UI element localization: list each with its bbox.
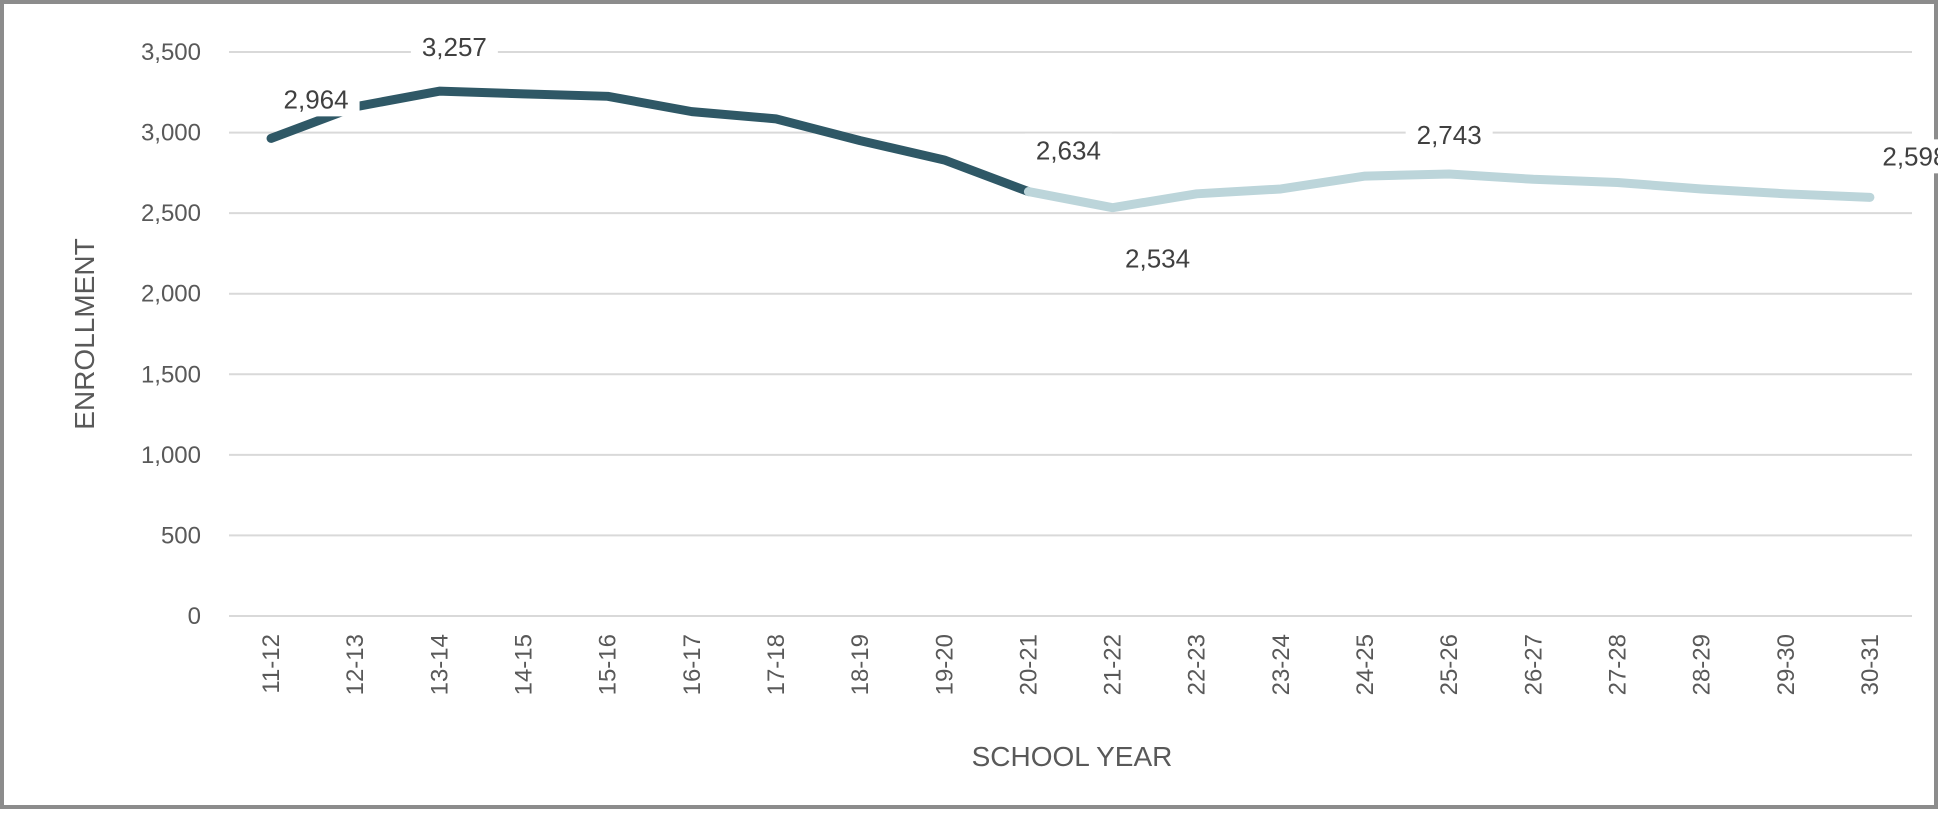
x-tick-label: 22-23 xyxy=(1184,634,1211,695)
y-tick-label: 1,000 xyxy=(141,442,201,469)
y-tick-label: 2,500 xyxy=(141,200,201,227)
x-tick-label: 29-30 xyxy=(1773,634,1800,695)
data-label-background xyxy=(1024,133,1112,168)
x-tick-label: 23-24 xyxy=(1268,634,1295,695)
series-line-historical xyxy=(266,86,1033,197)
series-lines xyxy=(266,86,1875,213)
x-tick-label: 30-31 xyxy=(1857,634,1884,695)
x-tick-label: 13-14 xyxy=(426,634,453,695)
data-label-background xyxy=(1405,117,1493,152)
data-label: 2,743 xyxy=(1417,120,1482,150)
data-label-background xyxy=(1871,139,1938,174)
series-line-projected xyxy=(1023,169,1875,213)
data-label: 2,598 xyxy=(1882,141,1938,171)
enrollment-line-chart: 0 500 1,000 1,500 2,000 2,500 3,000 3,500 11-12… xyxy=(69,30,1938,772)
x-tick-label: 16-17 xyxy=(679,634,706,695)
x-tick-label: 14-15 xyxy=(511,634,538,695)
data-label-background xyxy=(1114,241,1202,276)
data-label: 3,257 xyxy=(422,32,487,62)
y-tick-label: 3,000 xyxy=(141,120,201,147)
y-tick-label: 1,500 xyxy=(141,361,201,388)
x-tick-label: 28-29 xyxy=(1689,634,1716,695)
x-tick-label: 24-25 xyxy=(1352,634,1379,695)
x-tick-label: 25-26 xyxy=(1436,634,1463,695)
data-labels: 2,964 3,257 2,634 2,534 2,743 2,598 xyxy=(272,30,1938,276)
y-tick-label: 2,000 xyxy=(141,281,201,308)
y-axis-ticks: 0 500 1,000 1,500 2,000 2,500 3,000 3,500 xyxy=(141,39,201,630)
y-tick-label: 3,500 xyxy=(141,39,201,66)
x-tick-label: 20-21 xyxy=(1015,634,1042,695)
x-tick-label: 11-12 xyxy=(258,634,285,694)
x-tick-label: 27-28 xyxy=(1604,634,1631,695)
x-tick-label: 21-22 xyxy=(1100,634,1127,695)
x-axis-title: SCHOOL YEAR xyxy=(972,741,1173,772)
gridlines xyxy=(229,51,1912,617)
x-tick-label: 19-20 xyxy=(931,634,958,695)
y-tick-label: 0 xyxy=(188,603,201,630)
data-label-background xyxy=(410,30,498,65)
x-tick-label: 26-27 xyxy=(1520,634,1547,695)
data-label: 2,534 xyxy=(1125,244,1190,274)
x-tick-label: 18-19 xyxy=(847,634,874,695)
y-tick-label: 500 xyxy=(161,522,201,549)
data-label: 2,964 xyxy=(284,84,349,114)
x-tick-label: 15-16 xyxy=(595,634,622,695)
x-tick-label: 12-13 xyxy=(342,634,369,695)
x-tick-label: 17-18 xyxy=(763,634,790,695)
data-label-background xyxy=(272,82,360,117)
data-label: 2,634 xyxy=(1036,136,1101,166)
y-axis-title: ENROLLMENT xyxy=(69,238,100,429)
x-axis-ticks: 11-12 12-13 13-14 14-15 15-16 16-17 17-18 18-19… xyxy=(258,634,1884,695)
